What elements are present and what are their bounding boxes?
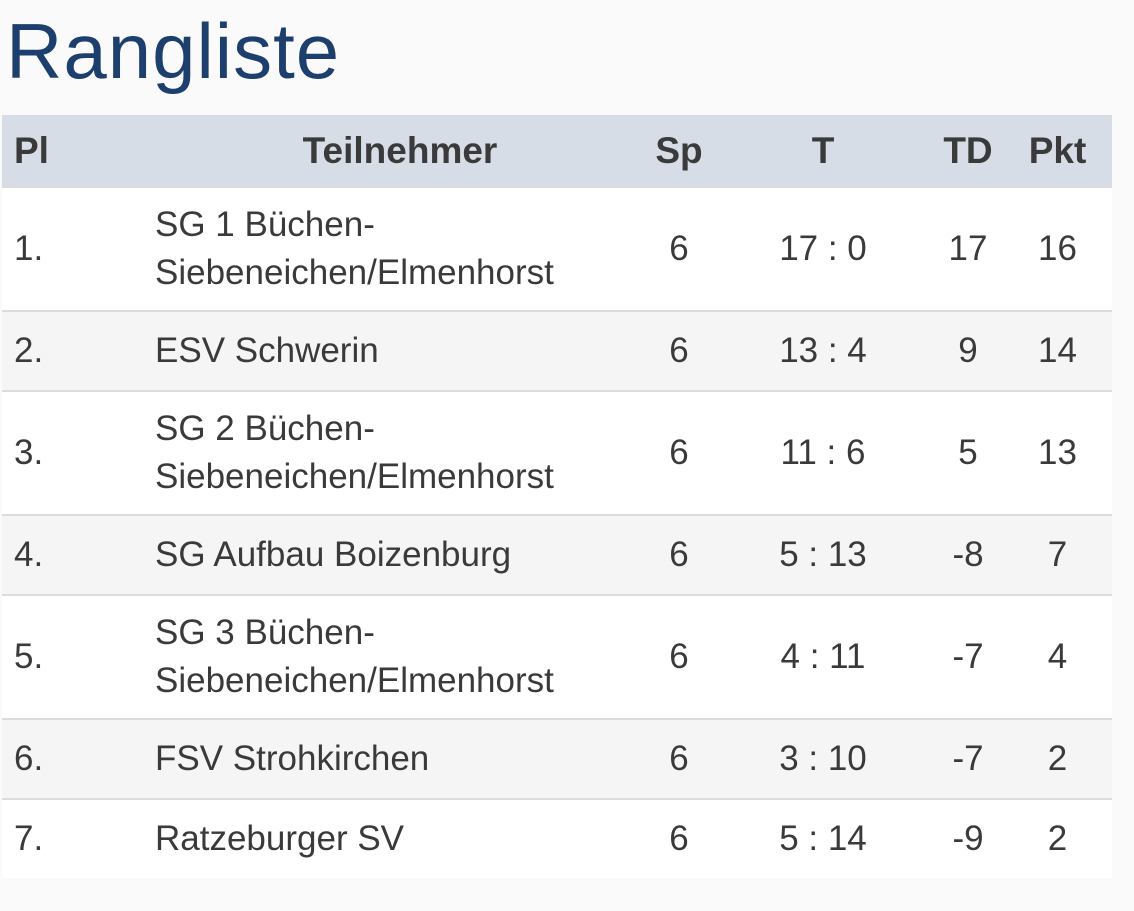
table-cell: 6 (645, 718, 713, 799)
table-row: 2. ESV Schwerin 6 13 : 4 9 14 (2, 310, 1112, 391)
table-cell: SG 1 Büchen-Siebeneichen/Elmenhorst (145, 186, 645, 311)
table-cell: 5 : 13 (713, 514, 933, 595)
table-body: 1. SG 1 Büchen-Siebeneichen/Elmenhorst 6 17… (2, 186, 1112, 878)
table-cell: SG 2 Büchen-Siebeneichen/Elmenhorst (145, 390, 645, 515)
table-cell: 1. (2, 186, 145, 311)
column-header: TD (933, 115, 1003, 187)
table-row: 4. SG Aufbau Boizenburg 6 5 : 13 -8 7 (2, 514, 1112, 595)
table-cell: 6. (2, 718, 145, 799)
table-cell: 4 : 11 (713, 594, 933, 719)
column-header: T (713, 115, 933, 187)
table-cell: 6 (645, 798, 713, 878)
column-header: Pkt (1003, 115, 1112, 187)
table-cell: 7. (2, 798, 145, 878)
column-header: Teilnehmer (145, 115, 645, 187)
table-cell: 4 (1003, 594, 1112, 719)
table-cell: 9 (933, 310, 1003, 391)
table-cell: 13 (1003, 390, 1112, 515)
table-cell: 5 : 14 (713, 798, 933, 878)
table-cell: ESV Schwerin (145, 310, 645, 391)
table-cell: 6 (645, 390, 713, 515)
table-cell: Ratzeburger SV (145, 798, 645, 878)
table-cell: 3 : 10 (713, 718, 933, 799)
table-cell: -7 (933, 594, 1003, 719)
page-title: Rangliste (6, 7, 341, 95)
table-cell: 6 (645, 186, 713, 311)
table-cell: 2 (1003, 718, 1112, 799)
table-cell: 5 (933, 390, 1003, 515)
table-cell: 5. (2, 594, 145, 719)
table-cell: -7 (933, 718, 1003, 799)
table-row: 1. SG 1 Büchen-Siebeneichen/Elmenhorst 6 17… (2, 186, 1112, 311)
table-cell: 6 (645, 310, 713, 391)
table-cell: 13 : 4 (713, 310, 933, 391)
table-cell: 2 (1003, 798, 1112, 878)
table-cell: SG 3 Büchen-Siebeneichen/Elmenhorst (145, 594, 645, 719)
column-header: Sp (645, 115, 713, 187)
column-header: Pl (2, 115, 145, 187)
table-cell: 11 : 6 (713, 390, 933, 515)
table-cell: 14 (1003, 310, 1112, 391)
table-cell: -9 (933, 798, 1003, 878)
table-row: 3. SG 2 Büchen-Siebeneichen/Elmenhorst 6 11… (2, 390, 1112, 515)
table-cell: 2. (2, 310, 145, 391)
table-cell: -8 (933, 514, 1003, 595)
table-cell: 7 (1003, 514, 1112, 595)
table-cell: 17 : 0 (713, 186, 933, 311)
table-row: 5. SG 3 Büchen-Siebeneichen/Elmenhorst 6 4 … (2, 594, 1112, 719)
table-cell: 3. (2, 390, 145, 515)
table-cell: 6 (645, 594, 713, 719)
table-cell: 4. (2, 514, 145, 595)
table-cell: SG Aufbau Boizenburg (145, 514, 645, 595)
table-head: Pl Teilnehmer Sp T TD Pkt (2, 115, 1112, 187)
table-cell: 6 (645, 514, 713, 595)
ranking-table: Pl Teilnehmer Sp T TD Pkt 1. SG 1 Büchen-Siebe… (2, 115, 1112, 878)
table-cell: 16 (1003, 186, 1112, 311)
table-row: 6. FSV Strohkirchen 6 3 : 10 -7 2 (2, 718, 1112, 799)
table-cell: 17 (933, 186, 1003, 311)
table-row: 7. Ratzeburger SV 6 5 : 14 -9 2 (2, 798, 1112, 878)
table-cell: FSV Strohkirchen (145, 718, 645, 799)
header-row: Pl Teilnehmer Sp T TD Pkt (2, 115, 1112, 187)
